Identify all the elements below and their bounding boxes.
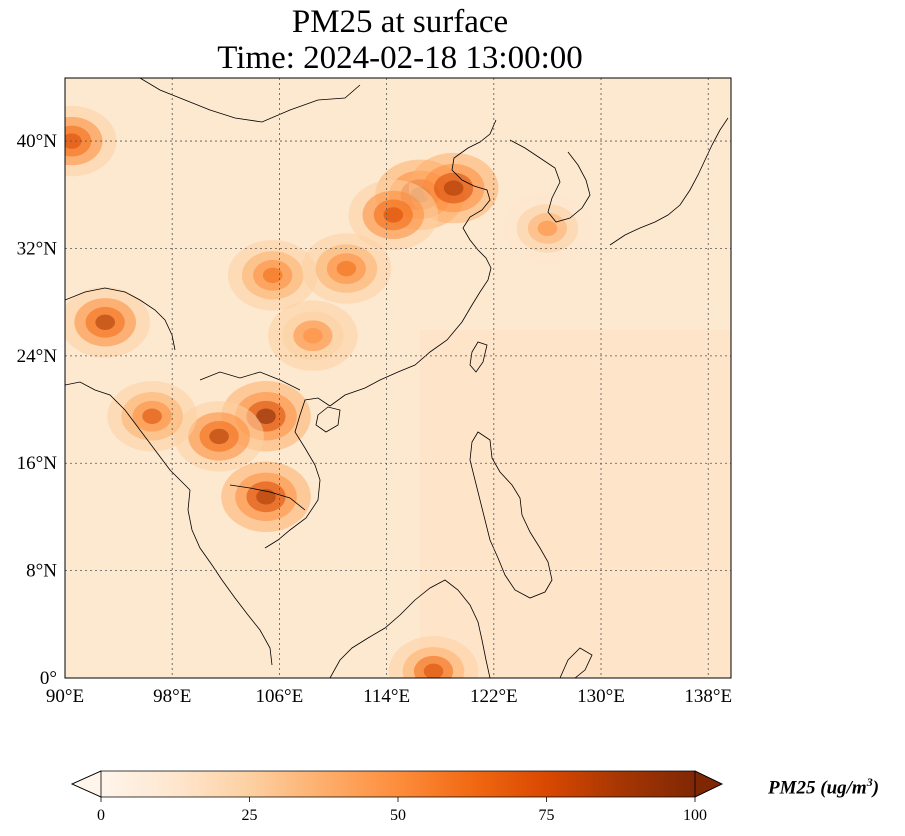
title-line-1: PM25 at surface	[291, 4, 509, 40]
china-coast	[329, 119, 497, 407]
lat-tick-label: 32°N	[17, 238, 58, 259]
lon-tick-label: 106°E	[256, 686, 304, 707]
map-frame	[64, 77, 732, 679]
lon-tick-label: 90°E	[46, 686, 84, 707]
colorbar-tick-label: 0	[97, 807, 105, 824]
taiwan-coast	[469, 341, 488, 373]
colorbar: 0 25 50 75 100	[71, 770, 723, 824]
philippines-coast	[469, 431, 553, 599]
colorbar-tick-label: 25	[242, 807, 258, 824]
pm25-hotspot	[303, 328, 323, 344]
lat-tick-label: 24°N	[17, 346, 58, 367]
pm25-hotspot	[262, 267, 283, 284]
lon-tick-label: 114°E	[363, 686, 410, 707]
india-border	[65, 287, 176, 351]
pm25-hotspot	[537, 220, 558, 237]
lon-tick-label: 138°E	[684, 686, 732, 707]
hotspot-layer	[65, 105, 593, 678]
colorbar-label-exponent: 3	[866, 775, 873, 789]
pm25-hotspot	[142, 408, 162, 424]
pm25-field	[65, 78, 731, 678]
colorbar-tick-label: 75	[539, 807, 555, 824]
colorbar-label-name: PM25 (ug/m	[768, 777, 867, 799]
sulawesi-coast	[559, 647, 593, 678]
colorbar-tick-label: 50	[390, 807, 406, 824]
pm25-hotspot	[383, 207, 404, 223]
pm25-hotspot	[443, 180, 464, 196]
gridlines	[64, 78, 731, 679]
colorbar-ticks: 0 25 50 75 100	[97, 797, 707, 824]
title-line-2: Time: 2024-02-18 13:00:00	[217, 40, 583, 76]
pm25-hotspot	[256, 408, 276, 424]
lon-tick-label: 130°E	[577, 686, 625, 707]
coastlines	[65, 78, 729, 678]
inland-border	[199, 371, 301, 391]
axis-tick-labels: 90°E 98°E 106°E 114°E 122°E 130°E 138°E 0° 8°N 16…	[17, 131, 732, 707]
peninsula-border	[229, 484, 306, 511]
colorbar-body	[101, 771, 695, 797]
malay-coast	[187, 489, 273, 666]
field-sea-tint	[420, 330, 731, 678]
myanmar-coast	[65, 381, 191, 491]
pm25-hotspot	[65, 133, 82, 149]
vietnam-coast	[264, 397, 331, 549]
pm25-hotspot	[336, 260, 357, 277]
japan-coast	[609, 117, 729, 246]
colorbar-extend-low	[71, 770, 102, 798]
lon-tick-label: 98°E	[153, 686, 191, 707]
korea-coast	[509, 139, 591, 223]
colorbar-extend-high	[694, 770, 723, 798]
pm25-hotspot	[209, 428, 229, 445]
lat-tick-label: 8°N	[26, 561, 57, 582]
pm25-hotspot	[95, 314, 116, 330]
colorbar-label-close: )	[872, 777, 880, 799]
pm25-hotspot	[256, 489, 276, 505]
lon-tick-label: 122°E	[470, 686, 518, 707]
pm25-hotspot	[423, 663, 444, 678]
borneo-coast	[329, 579, 491, 678]
colorbar-label: PM25 (ug/m3)	[768, 775, 879, 799]
colorbar-tick-label: 100	[683, 807, 707, 824]
lat-tick-label: 40°N	[17, 131, 58, 152]
lat-tick-label: 16°N	[17, 453, 58, 474]
hainan-coast	[315, 406, 341, 433]
chart-title: PM25 at surface Time: 2024-02-18 13:00:0…	[0, 4, 800, 76]
lat-tick-label: 0°	[40, 668, 57, 689]
